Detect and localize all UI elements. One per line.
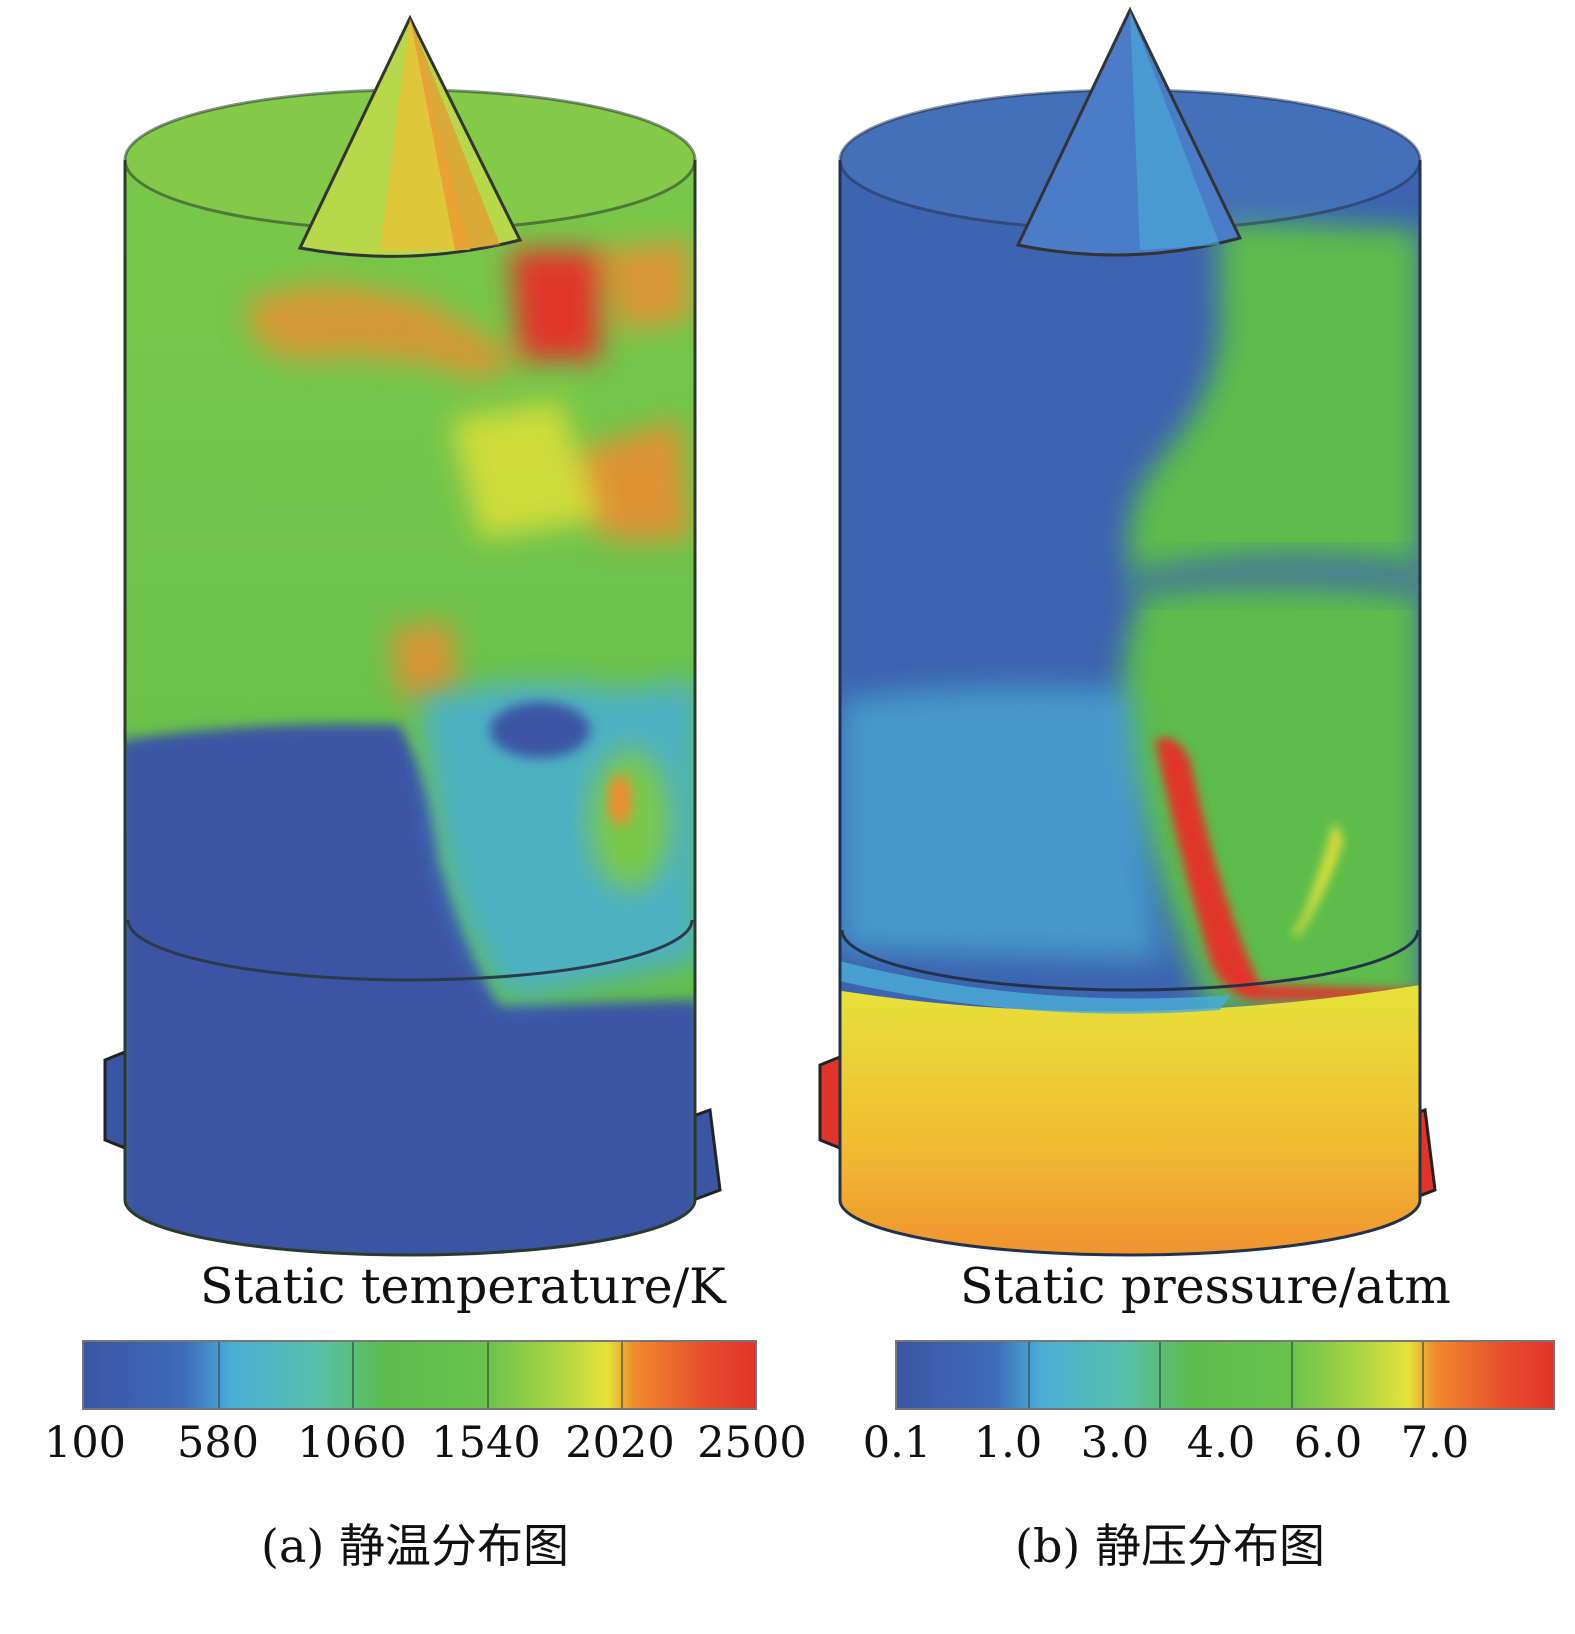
temperature-panel: Static temperature/K 100 580 1060 1540 2… [0, 0, 807, 1634]
colorbar-tick: 100 [43, 1418, 127, 1468]
temperature-contour-render [103, 14, 722, 1257]
panel-caption: (b) 静压分布图 [1015, 1519, 1325, 1573]
colorbar-tick: 7.0 [1400, 1418, 1470, 1468]
colorbar-tick: 1540 [431, 1418, 541, 1468]
temperature-colorbar [82, 1340, 757, 1410]
colorbar-tick: 0.1 [862, 1418, 932, 1468]
colorbar-tick: 1.0 [973, 1418, 1043, 1468]
colorbar-title: Static pressure/atm [960, 1258, 1451, 1315]
pressure-colorbar [895, 1340, 1555, 1410]
colorbar-tick: 2500 [697, 1418, 807, 1468]
colorbar-title: Static temperature/K [200, 1258, 726, 1315]
colorbar-tick: 1060 [297, 1418, 407, 1468]
pressure-panel: Static pressure/atm 0.1 1.0 3.0 4.0 6.0 … [780, 0, 1575, 1634]
colorbar-tick: 2020 [565, 1418, 675, 1468]
colorbar-tick: 6.0 [1293, 1418, 1363, 1468]
colorbar-tick: 4.0 [1186, 1418, 1256, 1468]
panel-caption: (a) 静温分布图 [261, 1519, 569, 1573]
colorbar-tick: 3.0 [1080, 1418, 1150, 1468]
pressure-contour-render [818, 6, 1437, 1257]
colorbar-tick: 580 [176, 1418, 260, 1468]
